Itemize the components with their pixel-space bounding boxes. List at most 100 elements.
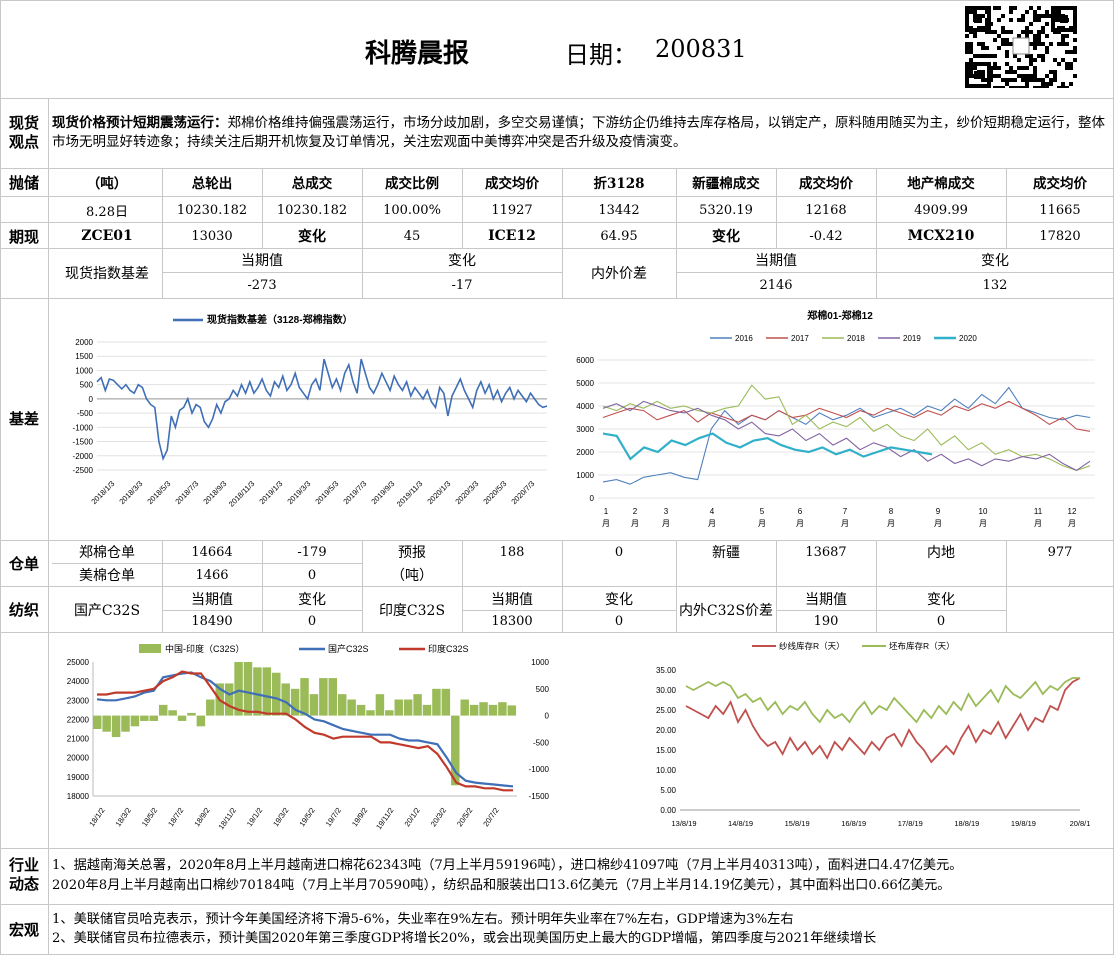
y-tick-label: 25.00 (656, 706, 677, 715)
reserve-header-cell: 总轮出 (191, 176, 233, 192)
warehouse-name: 郑棉仓单 (79, 545, 135, 561)
qr-code-icon (965, 6, 1077, 90)
basis-index-label: 现货指数基差 (65, 266, 149, 282)
x-tick-label: 月 (934, 519, 942, 528)
reserve-header-cell: 地产棉成交 (907, 176, 975, 192)
y-tick-label: 18000 (67, 792, 90, 801)
yarn-header: 变化 (605, 592, 633, 608)
y-tick-label: 25000 (67, 658, 90, 667)
basis-value: -273 (247, 277, 277, 293)
legend-label: 国产C32S (328, 643, 369, 654)
diff-bar (479, 702, 488, 716)
reserve-value-cell: 12168 (805, 202, 847, 218)
basis-label: 基差 (8, 409, 39, 428)
legend-label: 2017 (791, 334, 809, 343)
y-tick-label: 5.00 (660, 786, 676, 795)
x-tick-label: 20/3/2 (429, 806, 448, 828)
reserve-value-cell: 11927 (491, 202, 533, 218)
diff-bar (111, 715, 121, 738)
x-tick-label: 14/8/19 (728, 819, 753, 828)
x-tick-label: 2 (633, 507, 638, 516)
inout-spread-label: 内外价差 (591, 266, 647, 282)
x-tick-label: 18/1/2 (87, 806, 106, 828)
diff-bar (290, 688, 300, 716)
x-tick-label: 10 (979, 507, 988, 516)
reserve-label: 抛储 (8, 173, 39, 192)
diff-bar (243, 662, 253, 716)
x-tick-label: 17/8/19 (898, 819, 923, 828)
diff-bar (488, 704, 498, 716)
legend-label: 2016 (735, 334, 753, 343)
y-tick-label: 1500 (75, 352, 93, 361)
y-tick-label: -500 (77, 409, 94, 418)
diff-bar (347, 699, 356, 716)
diff-bar (403, 699, 413, 716)
yarn-price-chart: 中国-印度（C32S） 国产C32S 印度C32S 18000 19000 20000 21… (67, 643, 550, 831)
yarn-header: 当期值 (491, 592, 533, 608)
report-header: 科腾晨报 日期： 200831 (0, 0, 1114, 98)
x-tick-label: 18/7/2 (166, 806, 185, 828)
x-tick-label: 4 (710, 507, 715, 516)
x-tick-label: 18/11/2 (217, 806, 238, 831)
yarn-value: 190 (813, 613, 839, 629)
yarn-value: 18300 (491, 613, 533, 629)
futures-cell: ZCE01 (81, 228, 133, 244)
diff-bar (234, 662, 243, 716)
reserve-value-cell: 8.28日 (86, 204, 128, 220)
x-tick-label: 19/9/2 (350, 806, 369, 828)
reserve-value-cell: 11665 (1039, 202, 1081, 218)
x-tick-label: 月 (841, 519, 849, 528)
series-line-2018 (602, 384, 1091, 471)
y-tick-label: 19000 (67, 773, 90, 782)
yarn-header: 变化 (927, 592, 955, 608)
x-tick-label: 12 (1068, 507, 1077, 516)
diff-bar (441, 688, 451, 716)
futures-cell: 变化 (712, 229, 740, 245)
diff-bar (319, 678, 328, 716)
x-tick-label: 18/5/2 (140, 806, 159, 828)
inland-value: 977 (1047, 544, 1073, 560)
y-tick-label: 20.00 (656, 726, 677, 735)
x-tick-label: 15/8/19 (785, 819, 810, 828)
reserve-header-cell: （吨） (86, 176, 128, 192)
legend-label: 中国-印度（C32S） (165, 643, 245, 654)
x-tick-label: 2019/11/3 (395, 479, 425, 509)
inout-subheader: 当期值 (755, 253, 797, 269)
yarn-header: 当期值 (191, 592, 233, 608)
futures-cell: -0.42 (809, 228, 843, 244)
futures-cell: 变化 (298, 229, 326, 245)
x-tick-label: 2018/3/3 (117, 479, 144, 506)
inventory-series-line (685, 677, 1081, 764)
spot-view-text: 现货价格预计短期震荡运行：郑棉价格维持偏强震荡运行，市场分歧加剧，多空交易谨慎；… (52, 115, 1105, 150)
y-tick-label: 0 (590, 494, 595, 503)
y-tick-label: 30.00 (656, 686, 677, 695)
reserve-value-cell: 10230.182 (176, 202, 248, 218)
x-tick-label: 2018/1/3 (89, 479, 116, 506)
x-tick-label: 19/3/2 (271, 806, 290, 828)
x-tick-label: 6 (798, 507, 803, 516)
y2-tick-label: 1000 (531, 658, 549, 667)
x-tick-label: 7 (843, 507, 848, 516)
diff-bar (224, 683, 234, 716)
warehouse-value: 1466 (195, 567, 229, 583)
y-tick-label: 24000 (67, 677, 90, 686)
y2-tick-label: -500 (533, 738, 550, 747)
x-tick-label: 2019/7/3 (341, 479, 368, 506)
report-date-label: 日期： (565, 41, 637, 69)
report-title: 科腾晨报 (365, 39, 470, 69)
yarn-value: 18490 (191, 613, 233, 629)
reserve-header-cell: 折3128 (593, 176, 645, 192)
y-tick-label: 3000 (576, 425, 594, 434)
x-tick-label: 18/8/19 (954, 819, 979, 828)
y-tick-label: 23000 (67, 696, 90, 705)
industry-label: 行业动态 (8, 856, 39, 893)
futures-cell: 45 (403, 228, 421, 244)
inventory-chart: 纱线库存R（天） 坯布库存R（天） 0.00 5.00 10.00 15.00 20.00 2… (656, 641, 1090, 828)
series-line-2019 (602, 400, 1091, 472)
yarn-name: 印度C32S (378, 603, 446, 619)
futures-cell: 13030 (191, 228, 233, 244)
inout-subheader: 变化 (981, 253, 1009, 269)
diff-bar (253, 667, 262, 716)
x-tick-label: 月 (887, 519, 895, 528)
legend-label: 2020 (959, 334, 977, 343)
